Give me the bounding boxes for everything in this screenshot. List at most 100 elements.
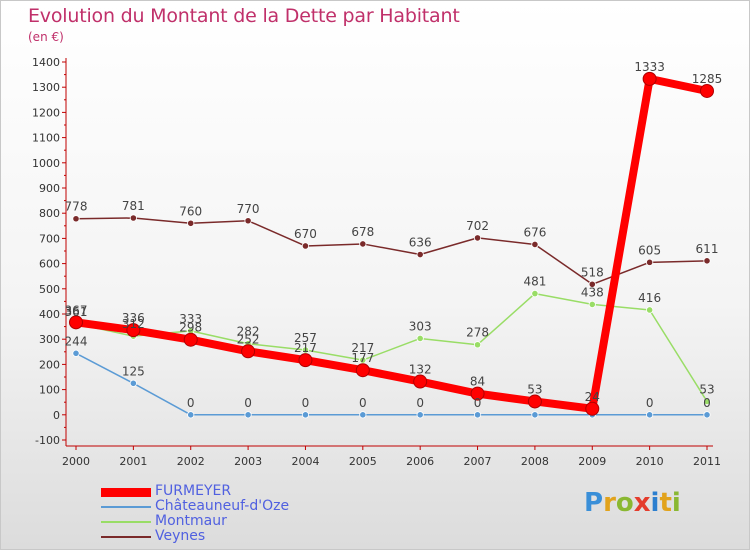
data-point (416, 411, 424, 419)
data-point (187, 219, 195, 227)
data-label: 0 (416, 396, 424, 410)
legend-label: Châteauneuf-d'Oze (155, 498, 290, 514)
data-label: 781 (122, 199, 145, 213)
data-point (244, 217, 252, 225)
data-label: 1333 (634, 60, 665, 74)
x-tick-label: 2001 (119, 455, 147, 468)
logo-letter: o (615, 488, 634, 518)
data-point (473, 341, 482, 349)
data-point (585, 401, 600, 416)
x-tick-label: 2007 (464, 455, 492, 468)
data-label: 217 (294, 341, 317, 355)
y-tick-label: 900 (39, 182, 60, 195)
legend-swatch (101, 506, 151, 508)
data-point (298, 353, 313, 368)
logo-letter: x (633, 488, 651, 518)
series-line (75, 217, 708, 286)
x-tick-label: 2011 (693, 455, 721, 468)
data-label: 0 (359, 396, 367, 410)
data-point (416, 250, 424, 259)
data-label: 84 (470, 375, 485, 389)
y-tick-label: 800 (39, 207, 60, 220)
x-tick-label: 2005 (349, 455, 377, 468)
data-point (129, 379, 137, 387)
data-label: 438 (581, 285, 604, 299)
data-point (588, 300, 596, 309)
x-tick-label: 2002 (177, 455, 205, 468)
chart-title: Evolution du Montant de la Dette par Hab… (28, 5, 460, 27)
data-label: 481 (523, 275, 546, 289)
data-point (69, 315, 83, 330)
data-label: 53 (699, 382, 714, 396)
data-label: 0 (187, 396, 195, 410)
data-point (703, 257, 711, 265)
data-point (187, 411, 195, 419)
logo-letter: P (584, 488, 604, 518)
data-label: 252 (237, 332, 260, 346)
data-label: 24 (585, 390, 600, 404)
data-label: 1285 (692, 72, 723, 86)
y-tick-label: 700 (39, 232, 60, 245)
data-label: 177 (351, 351, 374, 365)
data-label: 298 (179, 321, 202, 335)
data-point (470, 386, 485, 401)
data-point (241, 344, 256, 359)
data-label: 676 (523, 225, 546, 239)
data-label: 282 (237, 325, 260, 339)
legend-swatch (101, 536, 151, 538)
data-label: 257 (294, 331, 317, 345)
logo-letter: i (671, 488, 681, 518)
data-point (301, 411, 310, 419)
data-point (359, 411, 367, 419)
y-tick-label: 300 (39, 333, 60, 346)
data-label: 611 (696, 242, 719, 256)
data-label: 0 (302, 396, 310, 410)
data-label: 678 (351, 225, 374, 239)
data-point (646, 258, 654, 266)
data-label: 278 (466, 326, 489, 340)
logo-letter: t (659, 488, 672, 518)
data-label: 670 (294, 227, 317, 241)
y-tick-label: 400 (39, 308, 60, 321)
data-label: 312 (122, 317, 145, 331)
y-tick-label: -100 (35, 434, 60, 447)
y-tick-label: 1200 (32, 106, 60, 119)
data-label: 217 (351, 341, 374, 355)
data-label: 367 (65, 303, 88, 317)
data-label: 303 (409, 319, 432, 333)
data-point (413, 374, 428, 389)
data-point (126, 323, 141, 338)
data-point (646, 411, 654, 419)
data-point (531, 411, 539, 419)
data-label: 416 (638, 291, 661, 305)
x-tick-label: 2006 (406, 455, 434, 468)
legend-label: Montmaur (155, 513, 227, 529)
data-point (72, 349, 80, 357)
logo-letter: r (603, 488, 616, 518)
data-label: 605 (638, 243, 661, 257)
proxiti-logo[interactable]: Proxiti (584, 488, 681, 518)
legend-swatch (101, 521, 151, 523)
logo-letter: i (650, 488, 660, 518)
chart-subtitle: (en €) (28, 30, 64, 44)
y-tick-label: 1400 (32, 56, 60, 69)
x-tick-label: 2009 (578, 455, 606, 468)
x-tick-label: 2003 (234, 455, 262, 468)
legend-label: Veynes (155, 528, 206, 544)
data-point (355, 363, 370, 378)
y-tick-label: 600 (39, 258, 60, 271)
data-label: 125 (122, 364, 145, 378)
data-point (527, 394, 542, 409)
data-point (646, 306, 654, 314)
data-label: 0 (474, 396, 482, 410)
y-tick-label: 100 (39, 384, 60, 397)
data-label: 53 (527, 382, 542, 396)
data-label: 132 (409, 363, 432, 377)
data-label: 702 (466, 219, 489, 233)
data-label: 333 (179, 312, 202, 326)
data-label: 636 (409, 236, 432, 250)
data-label: 0 (244, 396, 252, 410)
data-point (416, 334, 424, 343)
